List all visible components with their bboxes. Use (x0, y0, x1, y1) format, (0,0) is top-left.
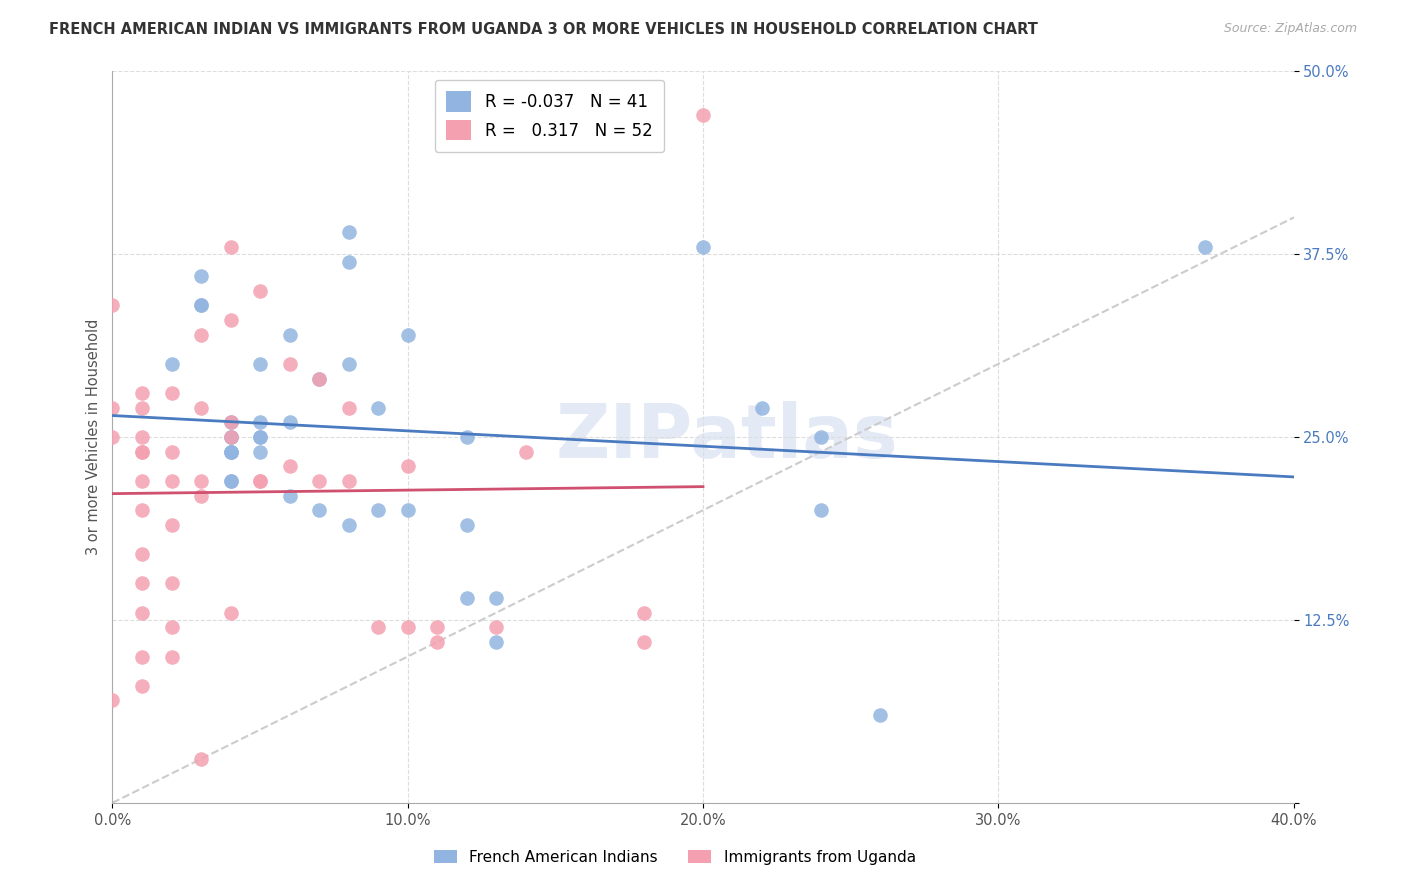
Point (515, 444, 537, 458)
Point (131, 576, 153, 591)
Point (219, 240, 242, 254)
Point (249, 430, 271, 444)
Point (337, 401, 360, 415)
Point (160, 620, 183, 634)
Point (249, 430, 271, 444)
Point (190, 298, 212, 312)
Point (456, 430, 478, 444)
Point (308, 474, 330, 488)
Point (249, 357, 271, 371)
Point (101, 298, 124, 312)
Point (426, 635, 449, 649)
Point (160, 517, 183, 532)
Point (810, 503, 832, 517)
Point (131, 401, 153, 415)
Point (190, 401, 212, 415)
Point (751, 401, 773, 415)
Point (219, 313, 242, 327)
Point (367, 401, 389, 415)
Point (337, 517, 360, 532)
Point (810, 430, 832, 444)
Point (337, 357, 360, 371)
Point (190, 269, 212, 284)
Point (131, 547, 153, 561)
Legend: French American Indians, Immigrants from Uganda: French American Indians, Immigrants from… (427, 844, 922, 871)
Point (692, 108, 714, 122)
Point (190, 752, 212, 766)
Point (396, 503, 419, 517)
Point (190, 298, 212, 312)
Point (456, 517, 478, 532)
Point (1194, 240, 1216, 254)
Text: Source: ZipAtlas.com: Source: ZipAtlas.com (1223, 22, 1357, 36)
Point (219, 444, 242, 458)
Point (160, 474, 183, 488)
Point (278, 327, 301, 342)
Point (219, 430, 242, 444)
Point (160, 576, 183, 591)
Point (131, 474, 153, 488)
Point (160, 649, 183, 664)
Point (308, 371, 330, 385)
Point (337, 474, 360, 488)
Point (131, 606, 153, 620)
Point (160, 386, 183, 401)
Point (131, 444, 153, 458)
Point (278, 416, 301, 430)
Y-axis label: 3 or more Vehicles in Household: 3 or more Vehicles in Household (86, 319, 101, 555)
Point (249, 474, 271, 488)
Point (396, 327, 419, 342)
Point (131, 386, 153, 401)
Point (219, 430, 242, 444)
Point (485, 620, 508, 634)
Point (396, 459, 419, 474)
Point (485, 591, 508, 605)
Point (219, 444, 242, 458)
Text: ZIPatlas: ZIPatlas (555, 401, 898, 474)
Point (367, 620, 389, 634)
Point (160, 444, 183, 458)
Point (219, 474, 242, 488)
Point (278, 489, 301, 503)
Point (190, 474, 212, 488)
Point (101, 430, 124, 444)
Point (337, 254, 360, 268)
Point (692, 240, 714, 254)
Point (396, 620, 419, 634)
Legend: R = -0.037   N = 41, R =   0.317   N = 52: R = -0.037 N = 41, R = 0.317 N = 52 (434, 79, 664, 152)
Point (219, 444, 242, 458)
Point (249, 474, 271, 488)
Point (633, 635, 655, 649)
Point (456, 591, 478, 605)
Point (131, 430, 153, 444)
Point (131, 679, 153, 693)
Point (249, 444, 271, 458)
Point (367, 503, 389, 517)
Point (485, 635, 508, 649)
Point (101, 693, 124, 707)
Point (249, 416, 271, 430)
Point (219, 606, 242, 620)
Point (190, 327, 212, 342)
Point (308, 371, 330, 385)
Point (633, 606, 655, 620)
Point (337, 225, 360, 239)
Point (190, 489, 212, 503)
Point (869, 708, 891, 723)
Point (131, 649, 153, 664)
Point (426, 620, 449, 634)
Point (278, 459, 301, 474)
Point (219, 416, 242, 430)
Point (219, 430, 242, 444)
Point (308, 503, 330, 517)
Point (278, 357, 301, 371)
Point (131, 444, 153, 458)
Text: FRENCH AMERICAN INDIAN VS IMMIGRANTS FROM UGANDA 3 OR MORE VEHICLES IN HOUSEHOLD: FRENCH AMERICAN INDIAN VS IMMIGRANTS FRO… (49, 22, 1038, 37)
Point (131, 503, 153, 517)
Point (219, 416, 242, 430)
Point (160, 357, 183, 371)
Point (101, 401, 124, 415)
Point (219, 474, 242, 488)
Point (249, 284, 271, 298)
